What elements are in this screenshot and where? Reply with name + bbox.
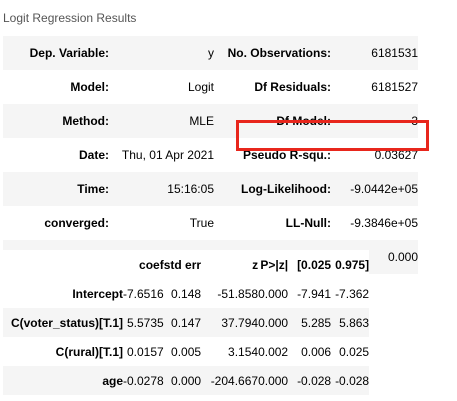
model-summary-table: Dep. Variable: y No. Observations: 61815…: [3, 36, 418, 274]
std-err-cell: 0.147: [171, 315, 202, 330]
ci-upper-cell: -0.028: [335, 373, 370, 388]
ci-upper-cell: 0.025: [339, 344, 370, 359]
row-value: Logit: [187, 80, 214, 94]
table-caption: Logit Regression Results: [3, 11, 137, 25]
table-row: Covariance Type: nonrobust LLR p-value: …: [3, 240, 418, 274]
row-label: Dep. Variable:: [29, 46, 109, 60]
row-label: Covariance Type:: [9, 250, 109, 264]
z-cell: -204.667: [210, 373, 259, 388]
coef-cell: -7.6516: [123, 286, 164, 301]
p-value-cell: 0.000: [258, 373, 289, 388]
z-cell: 3.154: [228, 344, 259, 359]
ci-lower-cell: -0.028: [297, 373, 332, 388]
row-value: MLE: [189, 114, 214, 128]
table-row: Intercept -7.6516 0.148 -51.858 0.000 -7…: [3, 279, 370, 308]
p-value-cell: 0.002: [258, 344, 289, 359]
ci-upper-cell: -7.362: [335, 286, 370, 301]
table-row: C(rural)[T.1] 0.0157 0.005 3.154 0.002 0…: [3, 337, 370, 366]
table-row: Time: 15:16:05 Log-Likelihood: -9.0442e+…: [3, 172, 418, 206]
column-header: 0.975]: [335, 257, 370, 272]
variable-name: Intercept: [72, 286, 123, 301]
row-label: No. Observations:: [227, 46, 331, 60]
coef-cell: 5.5735: [127, 315, 164, 330]
row-value: 15:16:05: [167, 182, 214, 196]
z-cell: 37.794: [221, 315, 259, 330]
coef-cell: -0.0278: [123, 373, 164, 388]
std-err-cell: 0.148: [171, 286, 202, 301]
row-label: Df Residuals:: [254, 80, 331, 94]
p-value-cell: 0.000: [258, 286, 289, 301]
table-row: Date: Thu, 01 Apr 2021 Pseudo R-squ.: 0.…: [3, 138, 418, 172]
coefficients-table: coef std err z P>|z| [0.025 0.975] Inter…: [3, 250, 370, 395]
p-value-cell: 0.000: [258, 315, 289, 330]
row-label: LLR p-value:: [258, 250, 331, 264]
row-label: LL-Null:: [285, 216, 331, 230]
table-row: Model: Logit Df Residuals: 6181527: [3, 70, 418, 104]
row-value: y: [208, 46, 214, 60]
ci-lower-cell: -7.941: [297, 286, 332, 301]
row-value: nonrobust: [160, 250, 214, 264]
ci-upper-cell: 5.863: [339, 315, 370, 330]
row-value: -9.0442e+05: [350, 182, 418, 196]
ci-lower-cell: 5.285: [301, 315, 332, 330]
column-header: P>|z|: [260, 257, 289, 272]
pseudo-r-squared-label: Pseudo R-squ.:: [242, 148, 331, 162]
row-label: Method:: [62, 114, 109, 128]
column-header: [3, 250, 123, 279]
pseudo-r-squared-highlight: [236, 120, 429, 151]
row-label: Model:: [70, 80, 109, 94]
row-label: Log-Likelihood:: [241, 182, 331, 196]
row-value: 6181531: [371, 46, 418, 60]
table-row: age -0.0278 0.000 -204.667 0.000 -0.028 …: [3, 366, 370, 395]
variable-name: C(voter_status)[T.1]: [10, 315, 123, 330]
column-header: z: [252, 257, 259, 272]
variable-name: C(rural)[T.1]: [55, 344, 123, 359]
row-label: converged:: [44, 216, 109, 230]
table-header-row: coef std err z P>|z| [0.025 0.975]: [3, 250, 370, 279]
table-row: Dep. Variable: y No. Observations: 61815…: [3, 36, 418, 70]
column-header: coef: [139, 257, 164, 272]
row-value: 6181527: [371, 80, 418, 94]
pseudo-r-squared-value: 0.03627: [374, 148, 418, 162]
coef-cell: 0.0157: [127, 344, 164, 359]
std-err-cell: 0.000: [171, 373, 202, 388]
column-header: [0.025: [297, 257, 332, 272]
z-cell: -51.858: [217, 286, 259, 301]
variable-name: age: [102, 373, 123, 388]
row-value: -9.3846e+05: [350, 216, 418, 230]
table-row: C(voter_status)[T.1] 5.5735 0.147 37.794…: [3, 308, 370, 337]
row-value: True: [189, 216, 214, 230]
row-label: Time:: [77, 182, 109, 196]
table-row: converged: True LL-Null: -9.3846e+05: [3, 206, 418, 240]
row-value: 0.000: [387, 250, 418, 264]
row-value: Thu, 01 Apr 2021: [121, 148, 214, 162]
column-header: std err: [163, 257, 202, 272]
row-label: Date:: [78, 148, 109, 162]
ci-lower-cell: 0.006: [301, 344, 332, 359]
std-err-cell: 0.005: [171, 344, 202, 359]
